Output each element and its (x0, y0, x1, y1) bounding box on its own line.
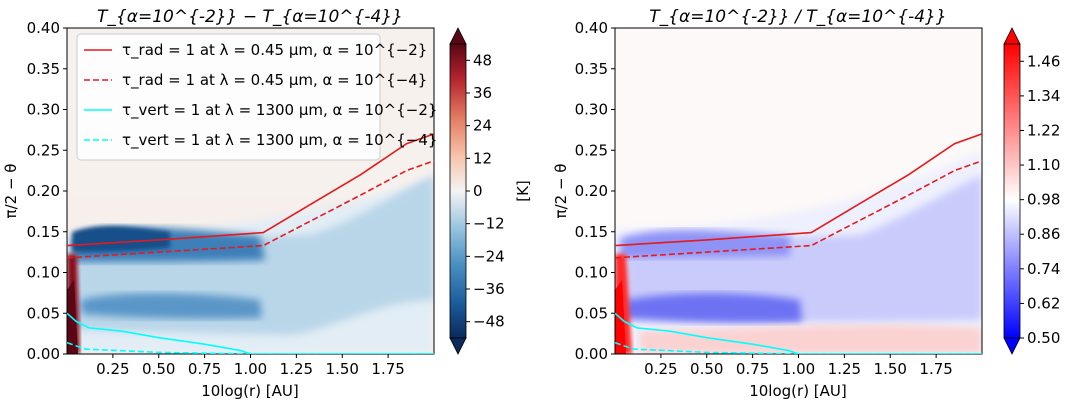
legend-entry-label: τ_vert = 1 at λ = 1300 μm, α = 10^{−2} (122, 101, 437, 120)
chart-title-right: T_{α=10^{-2}} / T_{α=10^{-4}} (649, 7, 946, 27)
colorbar-tick-label: 12 (473, 149, 492, 167)
series-line-2 (67, 312, 434, 354)
y-axis-left: 0.00 0.05 0.10 0.15 0.20 0.25 0.30 0.35 0.40 (27, 19, 67, 363)
x-axis-label-left: 10log(r) [AU] (201, 382, 299, 400)
colorbar-tick-label: 0.86 (1027, 225, 1060, 243)
y-tick-label: 0.40 (27, 19, 60, 37)
x-tick-label: 0.75 (736, 360, 769, 378)
colorbar-tick-label: 1.10 (1027, 156, 1060, 174)
y-tick-label: 0.25 (575, 141, 608, 159)
contour-lines-left (67, 133, 434, 354)
colorbar-tick-label: 0 (473, 182, 483, 200)
y-tick-label: 0.35 (27, 60, 60, 78)
x-tick-label: 1.50 (874, 360, 907, 378)
x-tick-label: 0.50 (142, 360, 175, 378)
colorbar-tick-label: 0.74 (1027, 260, 1060, 278)
x-tick-label: 1.50 (326, 360, 359, 378)
y-tick-label: 0.10 (575, 264, 608, 282)
x-axis-left: 0.25 0.50 0.75 1.00 1.25 1.50 1.75 (96, 354, 405, 378)
x-tick-label: 1.00 (234, 360, 267, 378)
legend-left: τ_rad = 1 at λ = 0.45 μm, α = 10^{−2} τ_r… (76, 33, 437, 161)
colorbar-tick-label: 0.50 (1027, 329, 1060, 347)
colorbar-gradient-right (1003, 43, 1021, 339)
x-tick-label: 0.25 (644, 360, 677, 378)
legend-entry-label: τ_vert = 1 at λ = 1300 μm, α = 10^{−4} (122, 131, 437, 150)
y-tick-label: 0.30 (575, 101, 608, 119)
colorbar-tick-label: −36 (473, 280, 505, 298)
legend-entry-label: τ_rad = 1 at λ = 0.45 μm, α = 10^{−4} (122, 71, 427, 90)
x-tick-label: 1.75 (919, 360, 952, 378)
x-tick-label: 0.75 (188, 360, 221, 378)
colorbar-tick-label: 1.46 (1027, 52, 1060, 70)
y-tick-label: 0.05 (575, 304, 608, 322)
legend-entry-label: τ_rad = 1 at λ = 0.45 μm, α = 10^{−2} (122, 41, 427, 60)
y-axis-right: 0.00 0.05 0.10 0.15 0.20 0.25 0.30 0.35 0.40 (575, 19, 615, 363)
panel-temperature-difference: T_{α=10^{-2}} − T_{α=10^{-4}} 0.25 0.50 0.… (2, 7, 532, 400)
y-axis-label-left: π/2 − θ (2, 164, 20, 219)
x-tick-label: 1.25 (828, 360, 861, 378)
heatmap-field-right (615, 28, 982, 354)
y-axis-label-right: π/2 − θ (552, 164, 570, 219)
x-tick-label: 1.75 (371, 360, 404, 378)
series-line-3 (67, 341, 434, 354)
colorbar-tick-label: 0.62 (1027, 294, 1060, 312)
colorbar-right: 1.46 1.34 1.22 1.10 0.98 0.86 0.74 0.62 0.50 (1003, 27, 1060, 355)
contour-lines-right (615, 133, 982, 354)
y-tick-label: 0.25 (27, 141, 60, 159)
colorbar-tick-label: −48 (473, 313, 505, 331)
series-line-0 (615, 133, 982, 247)
colorbar-tick-label: 1.34 (1027, 87, 1060, 105)
y-tick-label: 0.10 (27, 264, 60, 282)
series-line-1 (615, 160, 982, 259)
colorbar-tick-label: 24 (473, 117, 492, 135)
y-tick-label: 0.20 (575, 182, 608, 200)
y-tick-label: 0.35 (575, 60, 608, 78)
colorbar-tick-label: −24 (473, 247, 505, 265)
colorbar-gradient-left (449, 43, 467, 339)
x-axis-right: 0.25 0.50 0.75 1.00 1.25 1.50 1.75 (644, 354, 953, 378)
colorbar-extend-bottom-right (1003, 337, 1021, 355)
x-tick-label: 1.25 (280, 360, 313, 378)
series-line-2 (615, 312, 982, 354)
y-tick-label: 0.40 (575, 19, 608, 37)
colorbar-left: 48 36 24 12 0 −12 −24 −36 −48 [K] (449, 27, 532, 355)
y-tick-label: 0.15 (575, 223, 608, 241)
colorbar-tick-label: 48 (473, 51, 492, 69)
series-line-0 (67, 133, 434, 247)
y-tick-label: 0.20 (27, 182, 60, 200)
colorbar-tick-label: 0.98 (1027, 191, 1060, 209)
y-tick-label: 0.00 (575, 345, 608, 363)
y-tick-label: 0.05 (27, 304, 60, 322)
series-line-3 (615, 341, 982, 354)
x-tick-label: 0.50 (690, 360, 723, 378)
legend-box (76, 33, 381, 161)
colorbar-label-left: [K] (514, 180, 532, 202)
colorbar-extend-top-left (449, 27, 467, 45)
colorbar-tick-label: −12 (473, 215, 505, 233)
y-tick-label: 0.00 (27, 345, 60, 363)
series-line-1 (67, 160, 434, 259)
chart-title-left: T_{α=10^{-2}} − T_{α=10^{-4}} (97, 7, 403, 27)
colorbar-tick-label: 1.22 (1027, 121, 1060, 139)
x-tick-label: 1.00 (782, 360, 815, 378)
x-axis-label-right: 10log(r) [AU] (749, 382, 847, 400)
colorbar-tick-label: 36 (473, 84, 492, 102)
y-tick-label: 0.15 (27, 223, 60, 241)
panel-temperature-ratio: T_{α=10^{-2}} / T_{α=10^{-4}} 0.25 0.50 0.… (552, 7, 1060, 400)
colorbar-extend-bottom-left (449, 337, 467, 355)
x-tick-label: 0.25 (96, 360, 129, 378)
y-tick-label: 0.30 (27, 101, 60, 119)
colorbar-extend-top-right (1003, 27, 1021, 45)
